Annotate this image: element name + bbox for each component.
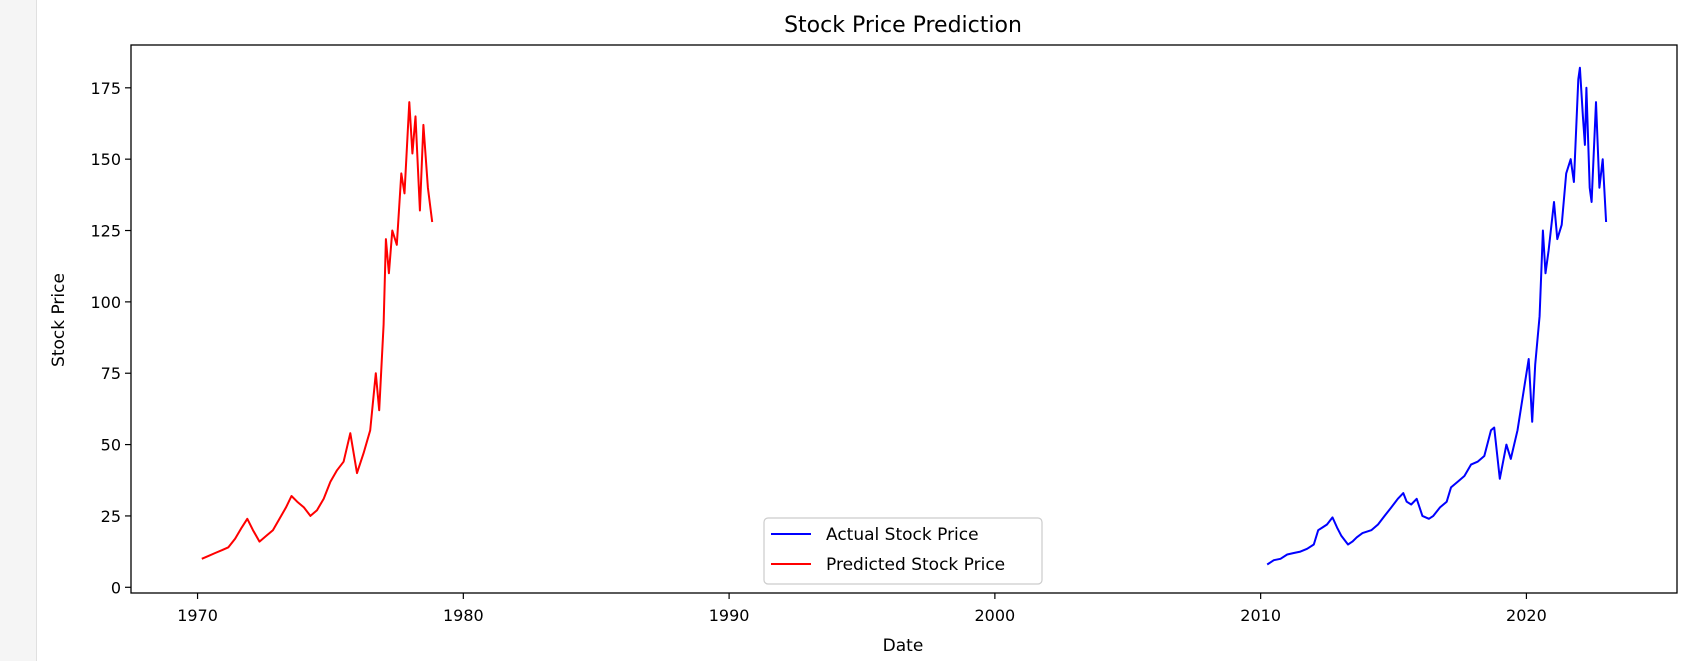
x-tick-label: 2000 <box>975 606 1016 625</box>
y-tick-label: 100 <box>90 293 121 312</box>
x-axis-label: Date <box>883 636 924 656</box>
x-tick-label: 2020 <box>1506 606 1547 625</box>
plot-area <box>130 44 1678 594</box>
chart-title: Stock Price Prediction <box>784 13 1022 38</box>
legend-box <box>763 517 1043 585</box>
x-tick-label: 1990 <box>709 606 750 625</box>
y-tick-label: 150 <box>90 150 121 169</box>
predicted-price-line <box>201 101 434 560</box>
y-tick-label: 125 <box>90 222 121 241</box>
y-tick-label: 25 <box>101 507 121 526</box>
y-axis-ticks: 0 25 50 75 100 125 150 175 <box>90 79 131 597</box>
y-tick-label: 175 <box>90 79 121 98</box>
legend: Actual Stock Price Predicted Stock Price <box>763 517 1043 585</box>
legend-label-predicted: Predicted Stock Price <box>826 555 1005 575</box>
y-tick-label: 75 <box>101 364 121 383</box>
actual-price-line <box>1266 66 1608 566</box>
series-lines <box>201 66 1608 566</box>
y-axis-label: Stock Price <box>49 273 69 367</box>
y-tick-label: 0 <box>111 578 121 597</box>
left-gutter <box>0 0 37 661</box>
x-tick-label: 2010 <box>1240 606 1281 625</box>
x-axis-ticks: 1970 1980 1990 2000 2010 2020 <box>177 593 1547 625</box>
x-tick-label: 1970 <box>177 606 218 625</box>
legend-label-actual: Actual Stock Price <box>826 525 979 545</box>
y-tick-label: 50 <box>101 436 121 455</box>
x-tick-label: 1980 <box>443 606 484 625</box>
